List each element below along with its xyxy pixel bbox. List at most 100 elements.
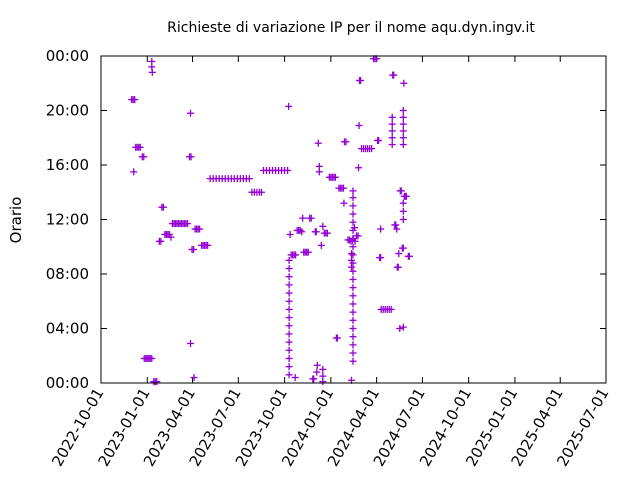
data-point — [333, 334, 341, 342]
data-point — [388, 113, 396, 121]
data-point — [349, 292, 357, 300]
data-point — [310, 375, 318, 383]
data-point — [349, 202, 357, 210]
data-point — [319, 222, 327, 230]
data-point — [390, 71, 398, 79]
data-point — [375, 136, 383, 144]
data-point — [349, 218, 357, 226]
data-point — [292, 251, 300, 259]
data-point — [349, 357, 357, 365]
data-point — [136, 143, 144, 151]
data-point — [399, 120, 407, 128]
y-tick-label: 16:00 — [46, 156, 89, 174]
data-point — [351, 237, 359, 245]
data-point — [190, 245, 198, 253]
data-point — [394, 263, 402, 271]
data-point — [347, 256, 355, 264]
y-tick-label: 00:00 — [46, 47, 89, 65]
data-point — [354, 232, 362, 240]
data-point — [285, 265, 293, 273]
data-point — [349, 275, 357, 283]
data-point — [285, 289, 293, 297]
data-point — [257, 188, 265, 196]
data-point — [393, 225, 401, 233]
points-layer — [128, 55, 413, 386]
data-point — [349, 194, 357, 202]
data-point — [399, 216, 407, 223]
data-point — [196, 225, 204, 233]
data-point — [349, 341, 357, 349]
data-point — [148, 354, 156, 362]
data-point — [388, 134, 396, 142]
data-point — [340, 199, 348, 207]
data-point — [349, 243, 357, 251]
data-point — [349, 251, 357, 259]
data-point — [388, 127, 396, 135]
data-point — [399, 127, 407, 135]
data-point — [314, 139, 322, 147]
data-point — [285, 305, 293, 313]
data-point — [342, 138, 350, 146]
data-point — [399, 244, 407, 252]
data-point — [167, 233, 175, 241]
data-point — [187, 153, 195, 161]
data-point — [285, 314, 293, 322]
data-point — [368, 145, 376, 153]
data-point — [402, 192, 410, 200]
data-point — [349, 267, 357, 275]
data-point — [285, 363, 293, 371]
data-point — [313, 361, 321, 369]
data-point — [245, 175, 253, 183]
y-tick-label: 04:00 — [46, 320, 89, 338]
data-point — [319, 365, 327, 373]
data-point — [187, 339, 195, 347]
data-point — [349, 308, 357, 316]
data-point — [285, 338, 293, 346]
data-point — [285, 371, 293, 379]
data-point — [377, 254, 385, 262]
data-point — [349, 284, 357, 292]
plot-frame — [100, 55, 607, 384]
data-point — [388, 141, 396, 149]
data-point — [387, 305, 395, 313]
data-point — [159, 203, 167, 211]
data-point — [397, 187, 405, 195]
data-point — [395, 250, 403, 258]
data-point — [349, 316, 357, 324]
data-point — [399, 207, 407, 215]
data-point — [357, 77, 365, 85]
data-point — [313, 368, 321, 376]
data-point — [299, 214, 307, 222]
data-point — [323, 229, 331, 237]
data-point — [349, 325, 357, 332]
y-tick-label: 08:00 — [46, 265, 89, 283]
data-point — [405, 252, 413, 260]
data-point — [131, 96, 139, 104]
data-point — [347, 250, 355, 258]
data-point — [399, 107, 407, 114]
data-point — [296, 226, 304, 234]
data-point — [204, 241, 212, 249]
data-point — [377, 225, 385, 233]
data-point — [285, 346, 293, 354]
data-point — [130, 168, 138, 176]
data-point — [355, 164, 363, 172]
data-point — [347, 263, 355, 271]
data-point — [355, 121, 363, 129]
data-point — [187, 109, 195, 117]
data-point — [285, 256, 293, 264]
y-tick-label: 00:00 — [46, 374, 89, 392]
data-point — [388, 120, 396, 128]
data-point — [351, 224, 359, 232]
data-point — [399, 134, 407, 142]
data-point — [396, 325, 404, 332]
data-point — [319, 372, 327, 380]
data-point — [400, 79, 408, 87]
data-point — [285, 273, 293, 281]
data-point — [399, 141, 407, 149]
data-point — [285, 354, 293, 362]
data-point — [190, 374, 198, 382]
y-axis-label: Orario — [7, 197, 25, 244]
data-point — [349, 187, 357, 195]
